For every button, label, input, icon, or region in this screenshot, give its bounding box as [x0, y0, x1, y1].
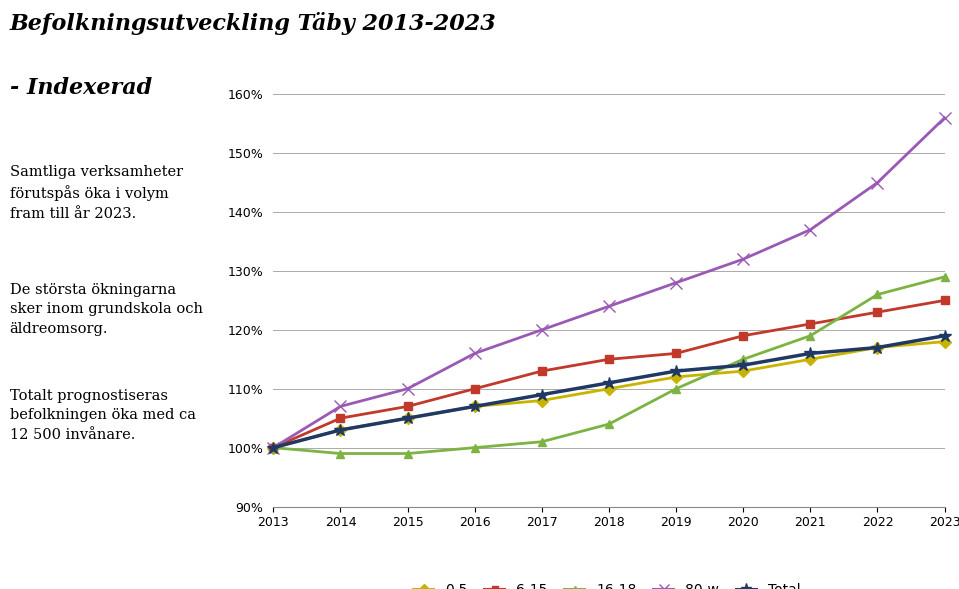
- 16-18: [402, 450, 413, 457]
- 16-18: [536, 438, 548, 445]
- Total,: [872, 344, 883, 351]
- Text: - Indexerad: - Indexerad: [10, 77, 152, 98]
- 6-15: [670, 350, 682, 357]
- Text: Befolkningsutveckling Täby 2013-2023: Befolkningsutveckling Täby 2013-2023: [10, 12, 497, 35]
- Total,: [805, 350, 816, 357]
- 80-w: [805, 226, 816, 233]
- Total,: [469, 403, 480, 410]
- 16-18: [268, 444, 279, 451]
- Line: 80-w: 80-w: [268, 112, 950, 453]
- Legend: 0-5, 6-15, 16-18, 80-w, Total,: 0-5, 6-15, 16-18, 80-w, Total,: [408, 577, 810, 589]
- 16-18: [603, 421, 615, 428]
- Text: Totalt prognostiseras
befolkningen öka med ca
12 500 invånare.: Totalt prognostiseras befolkningen öka m…: [10, 389, 196, 442]
- 16-18: [335, 450, 346, 457]
- Total,: [335, 426, 346, 434]
- 6-15: [335, 415, 346, 422]
- 6-15: [402, 403, 413, 410]
- Line: 6-15: 6-15: [269, 296, 948, 452]
- Total,: [939, 332, 950, 339]
- 0-5: [603, 385, 615, 392]
- Total,: [670, 368, 682, 375]
- 0-5: [536, 397, 548, 404]
- 16-18: [469, 444, 480, 451]
- 0-5: [402, 415, 413, 422]
- Text: De största ökningarna
sker inom grundskola och
äldreomsorg.: De största ökningarna sker inom grundsko…: [10, 283, 202, 336]
- Total,: [536, 391, 548, 398]
- 80-w: [402, 385, 413, 392]
- 80-w: [335, 403, 346, 410]
- 16-18: [670, 385, 682, 392]
- 6-15: [536, 368, 548, 375]
- 6-15: [737, 332, 749, 339]
- Total,: [402, 415, 413, 422]
- 0-5: [670, 373, 682, 380]
- 16-18: [805, 332, 816, 339]
- 0-5: [805, 356, 816, 363]
- 0-5: [737, 368, 749, 375]
- 80-w: [670, 279, 682, 286]
- 16-18: [872, 291, 883, 298]
- 0-5: [872, 344, 883, 351]
- 80-w: [536, 326, 548, 333]
- 80-w: [939, 114, 950, 121]
- 80-w: [872, 179, 883, 186]
- Text: Samtliga verksamheter
förutspås öka i volym
fram till år 2023.: Samtliga verksamheter förutspås öka i vo…: [10, 165, 183, 221]
- 6-15: [268, 444, 279, 451]
- 80-w: [268, 444, 279, 451]
- Total,: [268, 444, 279, 451]
- 0-5: [335, 426, 346, 434]
- 80-w: [469, 350, 480, 357]
- 16-18: [939, 273, 950, 280]
- 6-15: [872, 309, 883, 316]
- Line: Total,: Total,: [267, 329, 951, 454]
- 0-5: [268, 444, 279, 451]
- 6-15: [939, 297, 950, 304]
- Total,: [603, 379, 615, 386]
- 0-5: [939, 338, 950, 345]
- 0-5: [469, 403, 480, 410]
- Line: 0-5: 0-5: [269, 337, 948, 452]
- 6-15: [469, 385, 480, 392]
- 80-w: [603, 303, 615, 310]
- 80-w: [737, 256, 749, 263]
- Total,: [737, 362, 749, 369]
- 6-15: [805, 320, 816, 327]
- Line: 16-18: 16-18: [269, 273, 948, 458]
- 6-15: [603, 356, 615, 363]
- 16-18: [737, 356, 749, 363]
